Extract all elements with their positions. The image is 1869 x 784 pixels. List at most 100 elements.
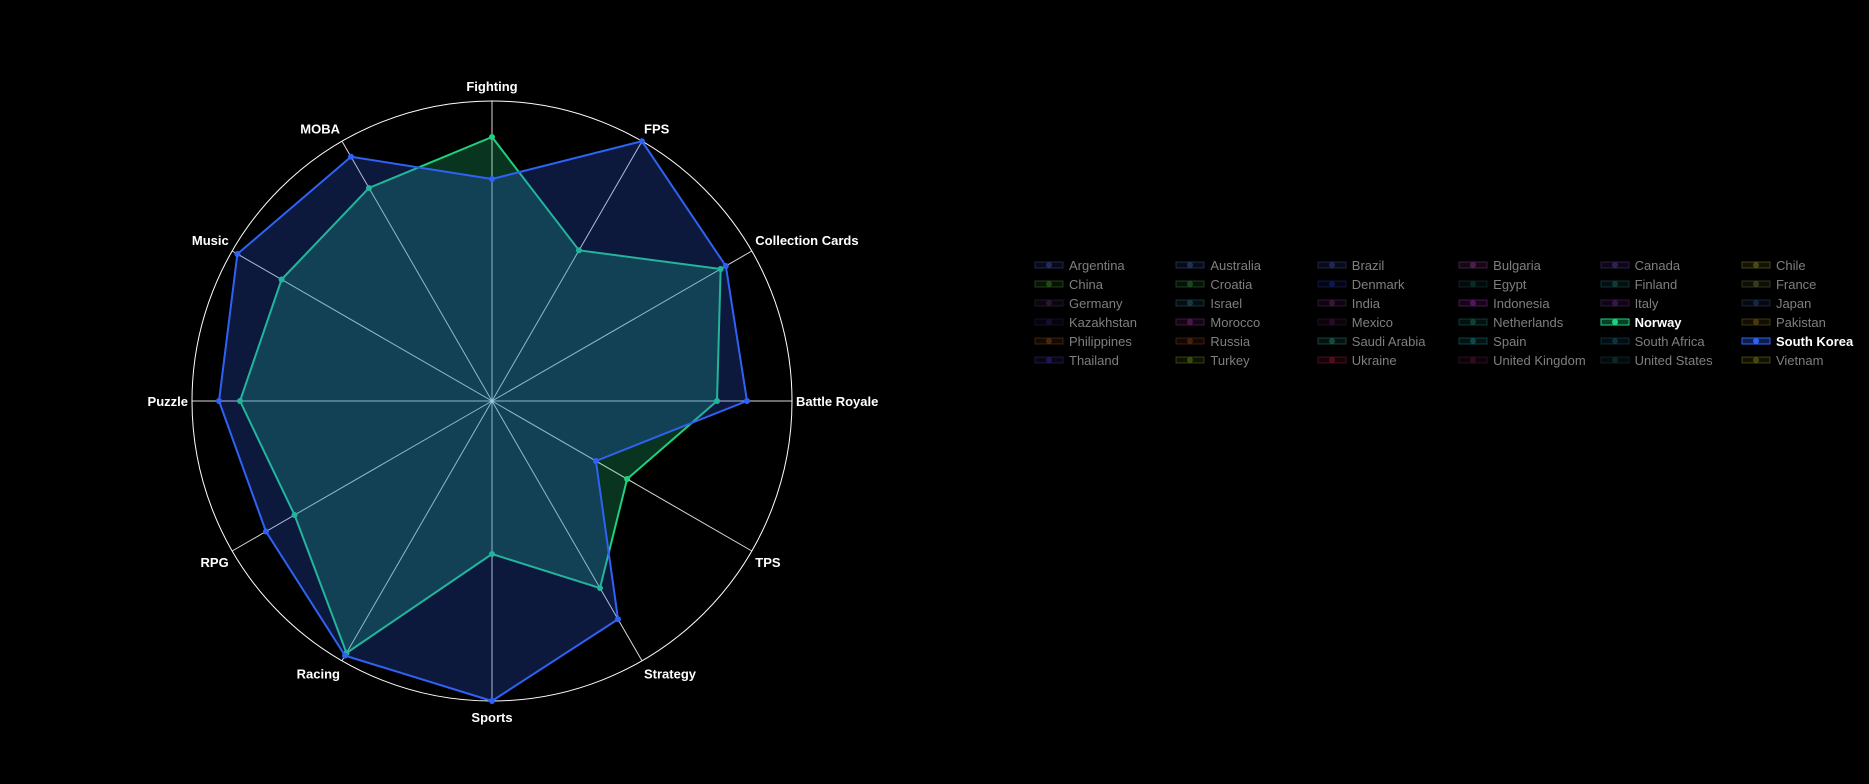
- legend-label: Netherlands: [1493, 314, 1564, 330]
- legend-label: Germany: [1069, 295, 1123, 311]
- data-point-south-korea-collection-cards: [722, 263, 729, 269]
- legend-item-spain[interactable]: Spain: [1458, 332, 1599, 350]
- legend-label: Spain: [1493, 333, 1527, 349]
- legend-item-brazil[interactable]: Brazil: [1317, 256, 1458, 274]
- data-point-south-korea-sports: [489, 698, 495, 704]
- data-point-south-korea-rpg: [262, 528, 269, 535]
- legend-label: Thailand: [1069, 352, 1119, 368]
- legend-item-south-korea[interactable]: South Korea: [1741, 332, 1869, 350]
- legend-item-thailand[interactable]: Thailand: [1034, 351, 1175, 369]
- data-point-south-korea-racing: [342, 652, 348, 659]
- legend-swatch-france: [1741, 280, 1771, 288]
- series-area-south-korea: [218, 140, 748, 702]
- legend-label: Canada: [1634, 257, 1681, 273]
- legend-swatch-thailand: [1034, 356, 1064, 364]
- axis-label-puzzle: Puzzle: [148, 394, 188, 409]
- legend-item-france[interactable]: France: [1741, 275, 1869, 293]
- axis-label-moba: MOBA: [300, 122, 340, 137]
- legend-swatch-ukraine: [1317, 356, 1347, 364]
- axis-label-racing: Racing: [297, 666, 340, 681]
- legend-swatch-israel: [1175, 299, 1205, 307]
- legend: Argentina Australia Brazil Bulgaria Canada Ch…: [1034, 256, 1869, 369]
- legend-item-egypt[interactable]: Egypt: [1458, 275, 1599, 293]
- axis-label-fps: FPS: [644, 122, 670, 137]
- legend-label: Turkey: [1210, 352, 1250, 368]
- axis-label-sports: Sports: [471, 710, 512, 725]
- legend-swatch-india: [1317, 299, 1347, 307]
- legend-label: Kazakhstan: [1069, 314, 1137, 330]
- data-point-norway-music: [278, 276, 285, 283]
- legend-item-india[interactable]: India: [1317, 294, 1458, 312]
- legend-item-israel[interactable]: Israel: [1175, 294, 1316, 312]
- legend-item-croatia[interactable]: Croatia: [1175, 275, 1316, 293]
- data-point-south-korea-fps: [639, 138, 645, 145]
- legend-item-morocco[interactable]: Morocco: [1175, 313, 1316, 331]
- legend-item-bulgaria[interactable]: Bulgaria: [1458, 256, 1599, 274]
- legend-item-united-kingdom[interactable]: United Kingdom: [1458, 351, 1599, 369]
- legend-item-pakistan[interactable]: Pakistan: [1741, 313, 1869, 331]
- spoke-music: [231, 250, 493, 402]
- legend-item-japan[interactable]: Japan: [1741, 294, 1869, 312]
- legend-label: Egypt: [1493, 276, 1527, 292]
- legend-item-indonesia[interactable]: Indonesia: [1458, 294, 1599, 312]
- legend-item-saudi-arabia[interactable]: Saudi Arabia: [1317, 332, 1458, 350]
- legend-item-finland[interactable]: Finland: [1600, 275, 1741, 293]
- legend-item-australia[interactable]: Australia: [1175, 256, 1316, 274]
- legend-label: Brazil: [1351, 257, 1385, 273]
- data-point-south-korea-battle-royale: [744, 398, 750, 404]
- legend-label: Philippines: [1069, 333, 1132, 349]
- spoke-fps: [491, 140, 643, 402]
- legend-label: South Korea: [1775, 333, 1854, 349]
- legend-swatch-united-states: [1600, 356, 1630, 364]
- legend-swatch-united-kingdom: [1458, 356, 1488, 364]
- legend-item-netherlands[interactable]: Netherlands: [1458, 313, 1599, 331]
- legend-label: India: [1351, 295, 1380, 311]
- legend-swatch-indonesia: [1458, 299, 1488, 307]
- legend-label: Argentina: [1069, 257, 1125, 273]
- data-point-south-korea-fighting: [489, 176, 495, 182]
- legend-item-russia[interactable]: Russia: [1175, 332, 1316, 350]
- axis-label-collection-cards: Collection Cards: [755, 233, 858, 248]
- data-point-norway-strategy: [597, 585, 603, 592]
- legend-item-vietnam[interactable]: Vietnam: [1741, 351, 1869, 369]
- data-point-norway-fighting: [489, 134, 495, 140]
- legend-swatch-italy: [1600, 299, 1630, 307]
- data-point-norway-tps: [624, 476, 631, 482]
- spoke-rpg: [231, 400, 493, 552]
- data-point-norway-fps: [576, 247, 582, 254]
- legend-label: Pakistan: [1775, 314, 1826, 330]
- legend-item-turkey[interactable]: Turkey: [1175, 351, 1316, 369]
- legend-item-mexico[interactable]: Mexico: [1317, 313, 1458, 331]
- legend-label: China: [1069, 276, 1103, 292]
- legend-label: Japan: [1775, 295, 1812, 311]
- legend-item-denmark[interactable]: Denmark: [1317, 275, 1458, 293]
- legend-swatch-south-korea: [1741, 337, 1771, 345]
- legend-item-chile[interactable]: Chile: [1741, 256, 1869, 274]
- legend-swatch-china: [1034, 280, 1064, 288]
- legend-item-germany[interactable]: Germany: [1034, 294, 1175, 312]
- legend-swatch-croatia: [1175, 280, 1205, 288]
- legend-item-italy[interactable]: Italy: [1600, 294, 1741, 312]
- legend-item-argentina[interactable]: Argentina: [1034, 256, 1175, 274]
- legend-label: Italy: [1634, 295, 1659, 311]
- legend-label: Denmark: [1351, 276, 1405, 292]
- legend-label: Morocco: [1210, 314, 1261, 330]
- series-layer: [216, 134, 750, 704]
- legend-item-canada[interactable]: Canada: [1600, 256, 1741, 274]
- legend-label: Russia: [1210, 333, 1251, 349]
- legend-item-norway[interactable]: Norway: [1600, 313, 1741, 331]
- legend-item-south-africa[interactable]: South Africa: [1600, 332, 1741, 350]
- axis-label-battle-royale: Battle Royale: [796, 394, 878, 409]
- legend-item-philippines[interactable]: Philippines: [1034, 332, 1175, 350]
- legend-item-ukraine[interactable]: Ukraine: [1317, 351, 1458, 369]
- legend-item-china[interactable]: China: [1034, 275, 1175, 293]
- data-point-norway-battle-royale: [714, 398, 720, 404]
- data-point-norway-moba: [366, 184, 372, 191]
- legend-item-united-states[interactable]: United States: [1600, 351, 1741, 369]
- axis-label-strategy: Strategy: [644, 666, 697, 681]
- spoke-racing: [341, 400, 493, 662]
- spoke-moba: [341, 140, 493, 402]
- legend-swatch-finland: [1600, 280, 1630, 288]
- legend-item-kazakhstan[interactable]: Kazakhstan: [1034, 313, 1175, 331]
- legend-swatch-egypt: [1458, 280, 1488, 288]
